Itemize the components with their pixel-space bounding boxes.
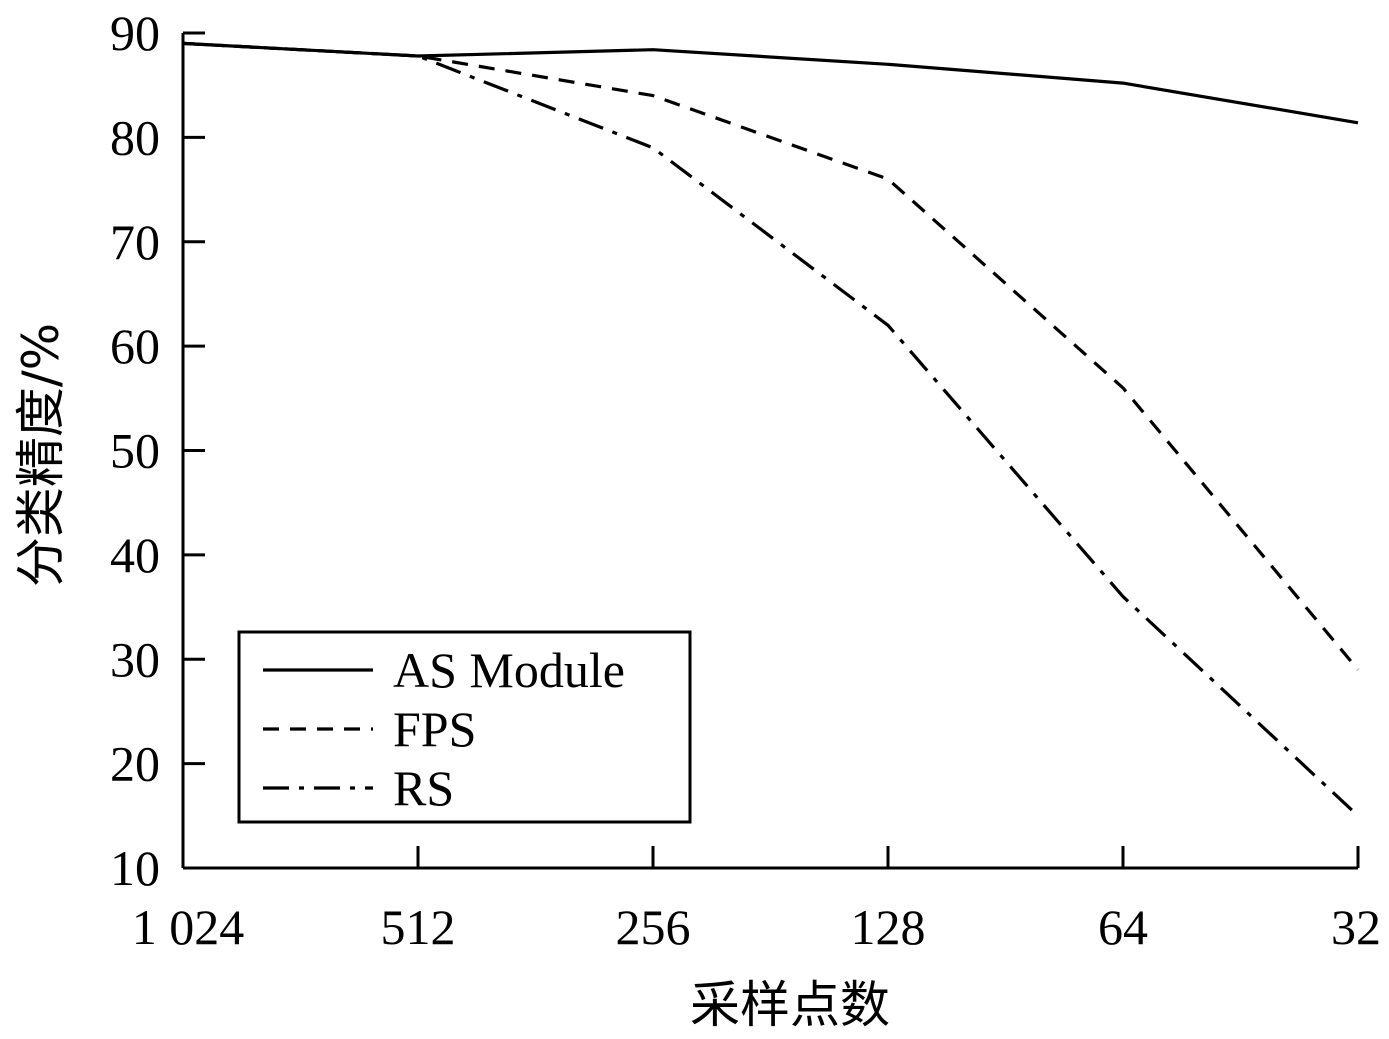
- y-tick-label: 60: [110, 318, 160, 374]
- legend-label: AS Module: [393, 642, 625, 698]
- y-tick-label: 90: [110, 5, 160, 61]
- x-tick-label: 256: [616, 899, 691, 955]
- x-tick-label: 512: [381, 899, 456, 955]
- x-axis-ticks: 1 024 512 256 128 64 32: [132, 846, 1381, 955]
- y-tick-label: 20: [110, 736, 160, 792]
- series-line-fps: [182, 41, 1360, 671]
- series-line-rs: [182, 41, 1360, 817]
- series-line-as-module: [182, 41, 1359, 125]
- y-tick-label: 10: [110, 840, 160, 896]
- y-tick-label: 30: [110, 631, 160, 687]
- x-tick-label: 128: [851, 899, 926, 955]
- series-lines: [182, 41, 1360, 817]
- legend-label: FPS: [393, 701, 476, 757]
- y-tick-label: 40: [110, 527, 160, 583]
- y-axis-title: 分类精度/%: [12, 323, 70, 587]
- y-axis-ticks: 10 20 30 40 50 60 70 80 90: [110, 5, 205, 896]
- x-tick-label: 64: [1098, 899, 1148, 955]
- x-tick-label: 1 024: [132, 899, 245, 955]
- y-tick-label: 70: [110, 214, 160, 270]
- x-tick-label: 32: [1331, 899, 1381, 955]
- legend-label: RS: [393, 760, 454, 816]
- y-tick-label: 50: [110, 423, 160, 479]
- y-tick-label: 80: [110, 109, 160, 165]
- legend-box: [237, 630, 692, 824]
- x-axis-title: 采样点数: [690, 976, 890, 1034]
